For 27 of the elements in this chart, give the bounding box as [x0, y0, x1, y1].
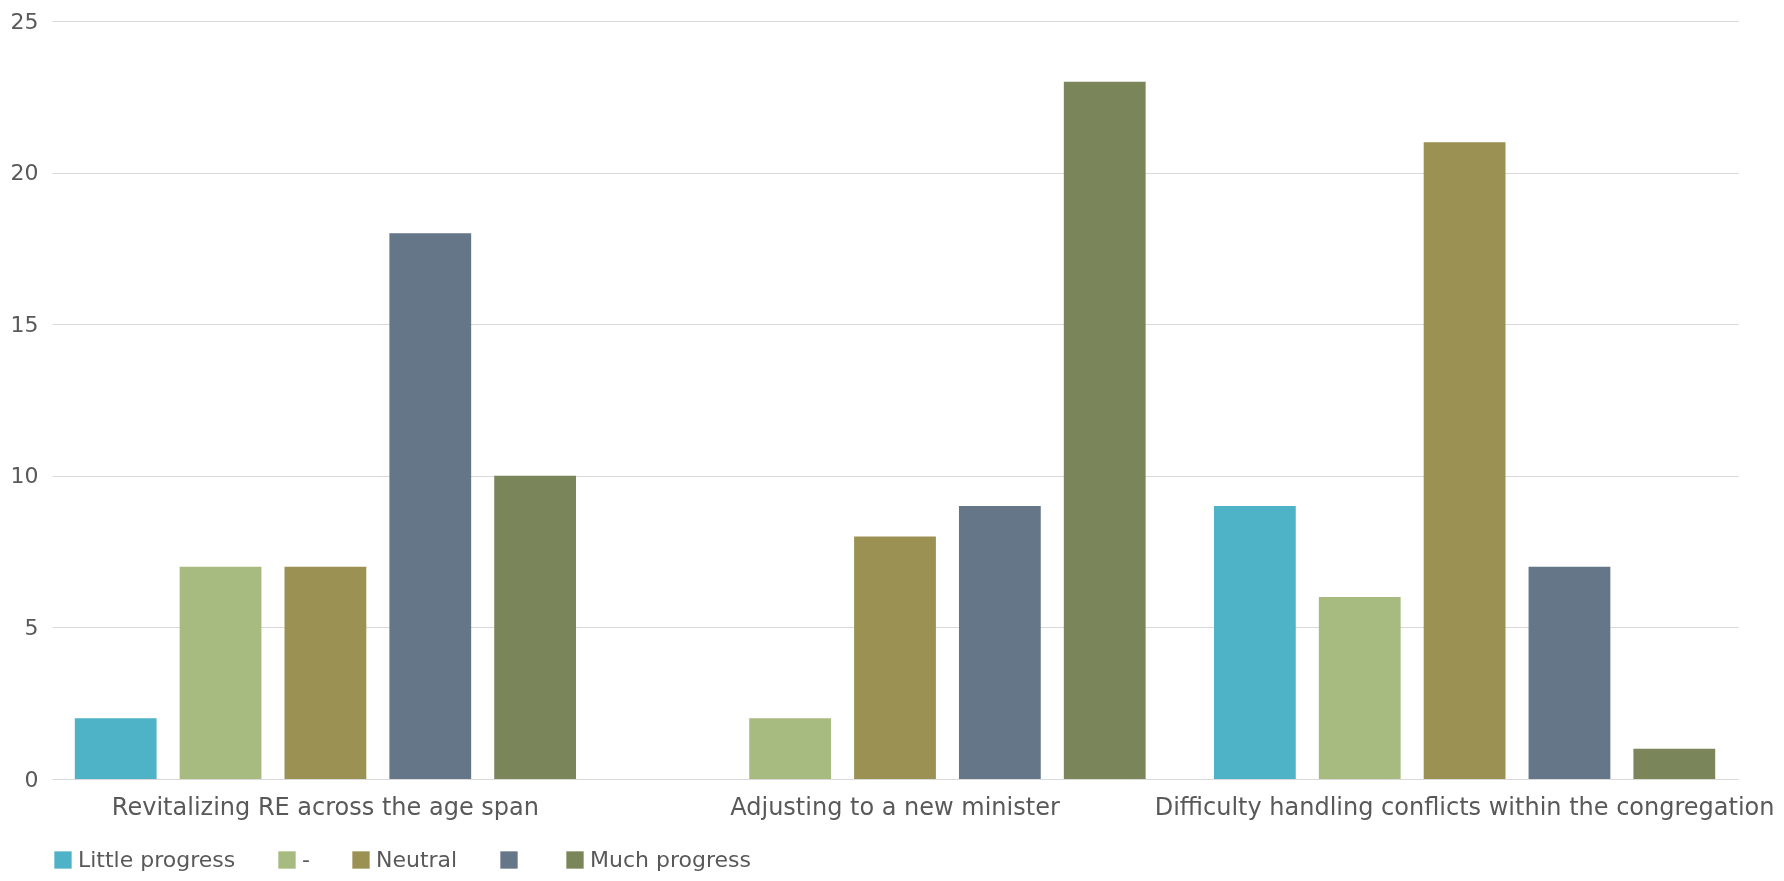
bar: [1318, 597, 1401, 779]
bar: [389, 233, 472, 779]
y-tick-label: 25: [10, 8, 39, 34]
bar: [1528, 566, 1611, 779]
legend-label: Little progress: [78, 847, 236, 872]
bar: [1063, 81, 1146, 779]
bar: [1423, 142, 1506, 779]
bar: [1213, 506, 1296, 779]
bar: [854, 536, 936, 779]
bar: [494, 475, 577, 779]
bar: [74, 718, 157, 779]
y-tick-label: 10: [10, 463, 39, 489]
x-tick-label: Difficulty handling conflicts within the congregation: [1154, 792, 1775, 821]
bar: [284, 566, 367, 779]
legend-label: -: [302, 847, 310, 872]
bar: [958, 506, 1041, 779]
y-tick-label: 5: [24, 614, 39, 640]
y-tick-label: 20: [10, 160, 39, 186]
bar: [179, 566, 262, 779]
x-tick-label: Adjusting to a new minister: [730, 792, 1060, 821]
y-tick-label: 0: [24, 766, 39, 792]
x-tick-label: Revitalizing RE across the age span: [111, 792, 539, 821]
legend-label: Neutral: [376, 847, 458, 872]
y-tick-label: 15: [10, 311, 39, 337]
bar: [749, 718, 832, 779]
bar: [1633, 748, 1716, 779]
legend-label: Much progress: [590, 847, 751, 872]
